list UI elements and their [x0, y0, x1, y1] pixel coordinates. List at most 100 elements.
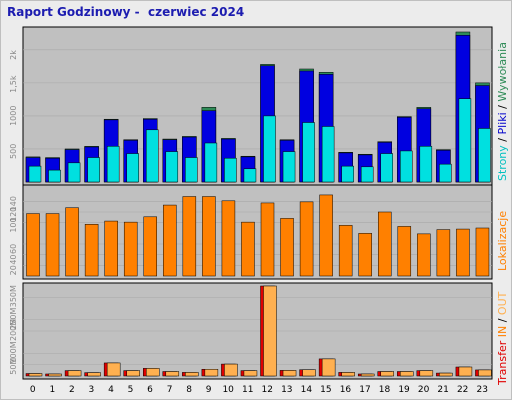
- bar-lokalizacje: [123, 221, 138, 277]
- bar-lokalizacje: [26, 213, 40, 277]
- bar-lokalizacje: [299, 201, 314, 277]
- y-tick-label: 100M: [9, 341, 18, 363]
- bar-strony: [106, 146, 120, 183]
- bar-lokalizacje: [45, 213, 60, 277]
- x-tick-label: 7: [167, 385, 173, 395]
- bar-strony: [165, 151, 179, 183]
- bar-lokalizacje: [436, 229, 451, 277]
- x-tick-label: 0: [30, 385, 36, 395]
- x-tick-label: 17: [359, 385, 370, 395]
- legend-sep1: /: [496, 135, 509, 146]
- x-tick-label: 15: [320, 385, 331, 395]
- x-tick-label: 9: [206, 385, 212, 395]
- x-tick-label: 22: [457, 385, 468, 395]
- bar-lokalizacje: [397, 226, 412, 277]
- y-tick-label: 250M: [9, 307, 18, 329]
- x-tick-label: 18: [379, 385, 391, 395]
- bar-transfer-out: [126, 370, 140, 377]
- bar-strony: [204, 142, 218, 183]
- bar-strony: [400, 150, 413, 183]
- x-tick-label: 11: [242, 385, 253, 395]
- bar-transfer-out: [321, 358, 336, 377]
- legend-pliki: Pliki: [496, 112, 509, 134]
- bar-strony: [28, 165, 42, 183]
- bar-strony: [185, 157, 198, 183]
- y-tick-label: 140: [9, 196, 18, 211]
- x-tick-label: 1: [49, 385, 55, 395]
- bar-transfer-out: [67, 370, 82, 377]
- bar-transfer-out: [146, 368, 160, 377]
- bar-transfer-out: [28, 373, 43, 377]
- legend-strony: Strony: [496, 145, 509, 181]
- y-tick-label: 200M: [9, 319, 18, 341]
- legend-wywolania: Wywołania: [496, 42, 509, 102]
- legend-top: Strony / Pliki / Wywołania: [496, 42, 509, 181]
- legend-sep3: /: [496, 315, 509, 326]
- x-tick-label: 19: [398, 385, 410, 395]
- bar-transfer-out: [106, 362, 121, 377]
- bar-strony: [419, 146, 433, 183]
- bar-transfer-out: [458, 366, 473, 377]
- bar-lokalizacje: [104, 220, 118, 277]
- bar-strony: [478, 128, 491, 183]
- bars: [25, 31, 492, 377]
- bar-lokalizacje: [456, 228, 470, 277]
- bar-lokalizacje: [358, 233, 372, 277]
- bar-lokalizacje: [163, 204, 177, 277]
- x-tick-label: 2: [69, 385, 75, 395]
- x-tick-label: 21: [437, 385, 448, 395]
- bar-lokalizacje: [260, 202, 275, 277]
- bar-transfer-out: [302, 369, 316, 377]
- legend-transfer: Transfer: [496, 340, 509, 386]
- legend-out: OUT: [496, 291, 509, 315]
- x-tick-label: 13: [281, 385, 292, 395]
- bar-transfer-out: [165, 371, 180, 377]
- legend-middle: Lokalizacje: [496, 211, 509, 271]
- x-tick-labels: 0 1 2 3 4 5 6 7 8 9 10 11 12 13 14 15 16 17 18 19 20 21 22 23: [30, 385, 488, 395]
- bar-lokalizacje: [280, 218, 294, 277]
- bar-strony: [458, 98, 472, 183]
- bar-transfer-out: [48, 373, 62, 377]
- bar-strony: [380, 153, 393, 183]
- bar-lokalizacje: [84, 224, 99, 277]
- bar-strony: [224, 157, 237, 183]
- bar-transfer-out: [478, 369, 492, 377]
- bar-strony: [360, 166, 374, 183]
- bar-lokalizacje: [182, 196, 197, 277]
- x-tick-label: 4: [108, 385, 114, 395]
- bar-lokalizacje: [221, 200, 236, 277]
- legend-bottom: Transfer IN / OUT: [496, 291, 509, 386]
- legend-sep2: /: [496, 102, 509, 113]
- y-tick-label: 20: [9, 265, 18, 275]
- x-tick-label: 10: [222, 385, 234, 395]
- bar-strony: [146, 129, 159, 183]
- y-tick-label: 1,5k: [9, 75, 18, 93]
- bar-transfer-out: [380, 371, 394, 377]
- bar-transfer-out: [439, 372, 453, 377]
- x-tick-label: 16: [340, 385, 352, 395]
- x-tick-label: 20: [418, 385, 430, 395]
- bar-transfer-out: [243, 370, 258, 377]
- bar-lokalizacje: [143, 216, 157, 277]
- y-tick-label: 60: [9, 244, 18, 254]
- x-tick-label: 12: [262, 385, 273, 395]
- bar-transfer-out: [204, 369, 219, 377]
- bar-transfer-out: [87, 372, 101, 377]
- x-tick-label: 6: [147, 385, 153, 395]
- x-tick-label: 3: [89, 385, 95, 395]
- legend-lokalizacje: Lokalizacje: [496, 211, 509, 271]
- y-tick-label: 50M: [9, 358, 18, 375]
- bar-strony: [243, 168, 257, 183]
- bar-strony: [341, 165, 354, 183]
- bar-lokalizacje: [475, 227, 490, 277]
- bar-transfer-out: [224, 363, 238, 377]
- x-tick-label: 14: [301, 385, 313, 395]
- bar-lokalizacje: [417, 233, 431, 277]
- bar-transfer-out: [263, 285, 277, 377]
- bar-strony: [87, 157, 100, 183]
- y-tick-label: 100: [9, 217, 18, 232]
- gridlines: [23, 49, 492, 366]
- y-tick-label: 1000: [9, 106, 18, 126]
- bar-strony: [67, 162, 81, 183]
